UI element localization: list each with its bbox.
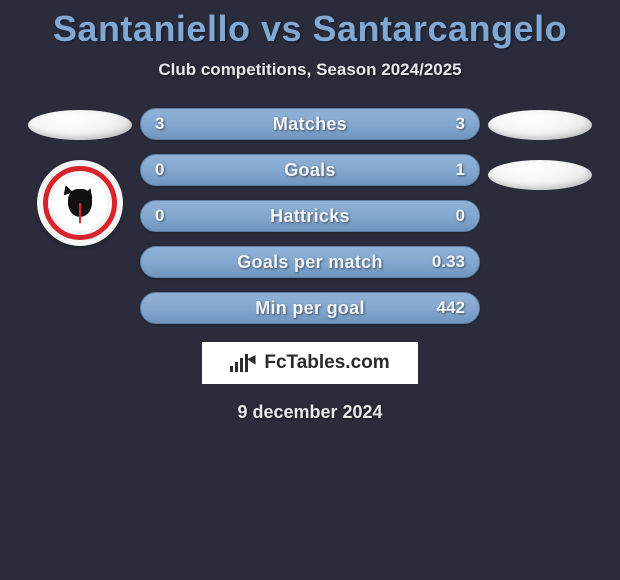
left-player-column <box>20 108 140 246</box>
stat-value-right: 0.33 <box>432 252 465 272</box>
stat-value-right: 3 <box>456 114 465 134</box>
player-photo-placeholder <box>28 110 132 140</box>
stat-value-right: 442 <box>437 298 465 318</box>
brand-watermark: FcTables.com <box>202 342 418 384</box>
player-photo-placeholder <box>488 110 592 140</box>
club-logo-placeholder <box>488 160 592 190</box>
right-player-column <box>480 108 600 190</box>
brand-text: FcTables.com <box>264 352 389 374</box>
stat-row-hattricks: 0 Hattricks 0 <box>140 200 480 232</box>
stat-row-min-per-goal: Min per goal 442 <box>140 292 480 324</box>
stat-value-left: 0 <box>155 160 164 180</box>
footer-date: 9 december 2024 <box>0 402 620 423</box>
page-subtitle: Club competitions, Season 2024/2025 <box>0 60 620 80</box>
club-logo-left <box>37 160 123 246</box>
stat-label: Goals <box>284 160 336 181</box>
stat-value-left: 3 <box>155 114 164 134</box>
infographic-root: Santaniello vs Santarcangelo Club compet… <box>0 0 620 423</box>
stat-label: Matches <box>273 114 347 135</box>
stat-label: Min per goal <box>255 298 365 319</box>
brand-arrow-icon <box>247 353 260 365</box>
club-logo-silhouette <box>60 183 100 223</box>
club-logo-inner <box>53 176 107 230</box>
page-title: Santaniello vs Santarcangelo <box>0 8 620 50</box>
stat-row-goals-per-match: Goals per match 0.33 <box>140 246 480 278</box>
stats-column: 3 Matches 3 0 Goals 1 0 Hattricks 0 Goal… <box>140 108 480 324</box>
brand-bars-icon <box>230 354 248 372</box>
stat-row-matches: 3 Matches 3 <box>140 108 480 140</box>
stat-value-right: 1 <box>456 160 465 180</box>
stat-value-left: 0 <box>155 206 164 226</box>
comparison-body: 3 Matches 3 0 Goals 1 0 Hattricks 0 Goal… <box>0 108 620 324</box>
stat-value-right: 0 <box>456 206 465 226</box>
stat-label: Goals per match <box>237 252 383 273</box>
stat-label: Hattricks <box>270 206 350 227</box>
stat-row-goals: 0 Goals 1 <box>140 154 480 186</box>
